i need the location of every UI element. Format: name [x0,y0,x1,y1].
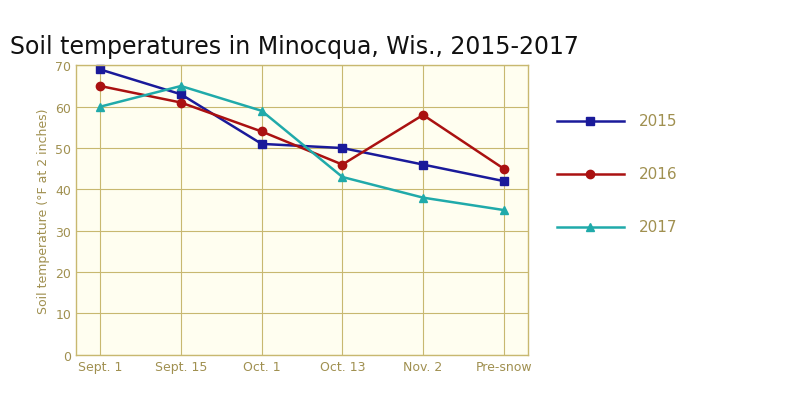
2016 [499,167,509,172]
Line: 2017: 2017 [96,83,508,215]
Text: 2016: 2016 [638,167,677,182]
2017 [257,109,266,114]
Text: 2015: 2015 [638,114,677,129]
2017 [338,175,347,180]
Line: 2016: 2016 [96,83,508,174]
2017 [418,196,428,200]
2017 [95,105,105,110]
2016 [418,113,428,118]
2015 [176,93,186,97]
Line: 2015: 2015 [96,66,508,186]
2016 [338,163,347,168]
Text: 2017: 2017 [638,220,677,235]
Text: Soil temperatures in Minocqua, Wis., 2015-2017: Soil temperatures in Minocqua, Wis., 201… [10,34,578,59]
2015 [338,146,347,151]
2016 [176,101,186,106]
2017 [499,208,509,213]
2015 [95,68,105,73]
2015 [418,163,428,168]
2016 [95,84,105,89]
2016 [257,130,266,135]
2015 [499,179,509,184]
Y-axis label: Soil temperature (°F at 2 inches): Soil temperature (°F at 2 inches) [37,108,50,313]
2017 [176,84,186,89]
2015 [257,142,266,147]
